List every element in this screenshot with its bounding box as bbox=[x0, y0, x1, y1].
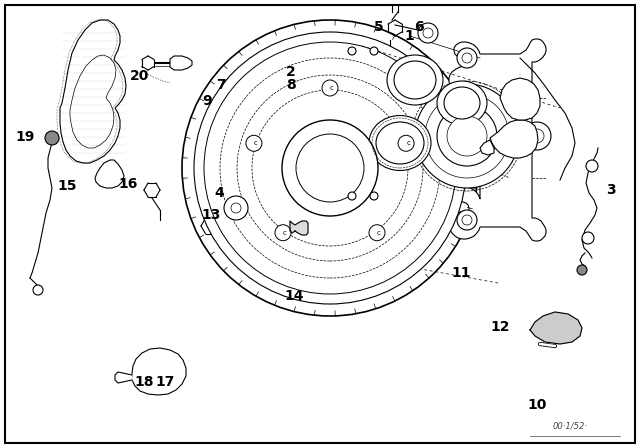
Circle shape bbox=[275, 225, 291, 241]
Ellipse shape bbox=[387, 55, 443, 105]
Polygon shape bbox=[115, 372, 132, 383]
Circle shape bbox=[322, 80, 338, 96]
Circle shape bbox=[220, 58, 440, 278]
Circle shape bbox=[370, 192, 378, 200]
Text: 19: 19 bbox=[16, 129, 35, 144]
Circle shape bbox=[462, 215, 472, 225]
Ellipse shape bbox=[444, 87, 480, 119]
Circle shape bbox=[224, 196, 248, 220]
Polygon shape bbox=[480, 140, 494, 155]
Text: 9: 9 bbox=[202, 94, 212, 108]
Circle shape bbox=[457, 210, 477, 230]
Text: 1: 1 bbox=[404, 29, 415, 43]
Circle shape bbox=[582, 232, 594, 244]
Circle shape bbox=[282, 120, 378, 216]
Text: 17: 17 bbox=[156, 375, 175, 389]
Polygon shape bbox=[449, 39, 546, 241]
Text: c: c bbox=[283, 230, 287, 236]
Circle shape bbox=[348, 47, 356, 55]
Text: 2: 2 bbox=[286, 65, 296, 79]
Polygon shape bbox=[132, 348, 186, 395]
Circle shape bbox=[423, 28, 433, 38]
Polygon shape bbox=[60, 20, 126, 163]
Text: 3: 3 bbox=[606, 183, 616, 198]
Text: 13: 13 bbox=[202, 208, 221, 222]
Text: 8: 8 bbox=[286, 78, 296, 92]
Circle shape bbox=[425, 94, 509, 178]
Text: 20: 20 bbox=[130, 69, 149, 83]
Circle shape bbox=[370, 47, 378, 55]
Circle shape bbox=[523, 122, 551, 150]
Circle shape bbox=[415, 84, 519, 188]
Circle shape bbox=[252, 90, 408, 246]
Circle shape bbox=[530, 129, 544, 143]
Polygon shape bbox=[70, 55, 116, 148]
Circle shape bbox=[418, 23, 438, 43]
Text: 4: 4 bbox=[214, 185, 224, 200]
Text: 16: 16 bbox=[118, 177, 138, 191]
Text: 7: 7 bbox=[216, 78, 226, 92]
Text: c: c bbox=[330, 85, 334, 91]
Text: c: c bbox=[254, 140, 258, 146]
Circle shape bbox=[33, 285, 43, 295]
Circle shape bbox=[194, 32, 466, 304]
Ellipse shape bbox=[369, 116, 431, 171]
Circle shape bbox=[348, 192, 356, 200]
Polygon shape bbox=[170, 56, 192, 70]
Circle shape bbox=[586, 160, 598, 172]
Text: 11: 11 bbox=[451, 266, 470, 280]
Circle shape bbox=[437, 106, 497, 166]
Circle shape bbox=[237, 75, 423, 261]
Text: 12: 12 bbox=[491, 320, 510, 334]
Text: 00·1/52·: 00·1/52· bbox=[552, 422, 588, 431]
Text: 15: 15 bbox=[58, 179, 77, 193]
Circle shape bbox=[246, 135, 262, 151]
Circle shape bbox=[457, 48, 477, 68]
Text: c: c bbox=[406, 140, 410, 146]
Text: 6: 6 bbox=[414, 20, 424, 34]
Polygon shape bbox=[530, 312, 582, 344]
Text: 18: 18 bbox=[134, 375, 154, 389]
Ellipse shape bbox=[437, 81, 487, 125]
Circle shape bbox=[577, 265, 587, 275]
Ellipse shape bbox=[376, 122, 424, 164]
Circle shape bbox=[182, 20, 478, 316]
Circle shape bbox=[45, 131, 59, 145]
Circle shape bbox=[447, 116, 487, 156]
Circle shape bbox=[462, 53, 472, 63]
Circle shape bbox=[296, 134, 364, 202]
Text: 14: 14 bbox=[285, 289, 304, 303]
Circle shape bbox=[204, 42, 456, 294]
Polygon shape bbox=[490, 120, 538, 158]
Text: 5: 5 bbox=[374, 20, 384, 34]
Text: 10: 10 bbox=[528, 398, 547, 413]
Polygon shape bbox=[500, 78, 540, 120]
Circle shape bbox=[231, 203, 241, 213]
Polygon shape bbox=[290, 221, 308, 235]
Circle shape bbox=[369, 225, 385, 241]
Text: c: c bbox=[377, 230, 381, 236]
Polygon shape bbox=[95, 160, 124, 188]
Ellipse shape bbox=[394, 61, 436, 99]
Circle shape bbox=[398, 135, 414, 151]
